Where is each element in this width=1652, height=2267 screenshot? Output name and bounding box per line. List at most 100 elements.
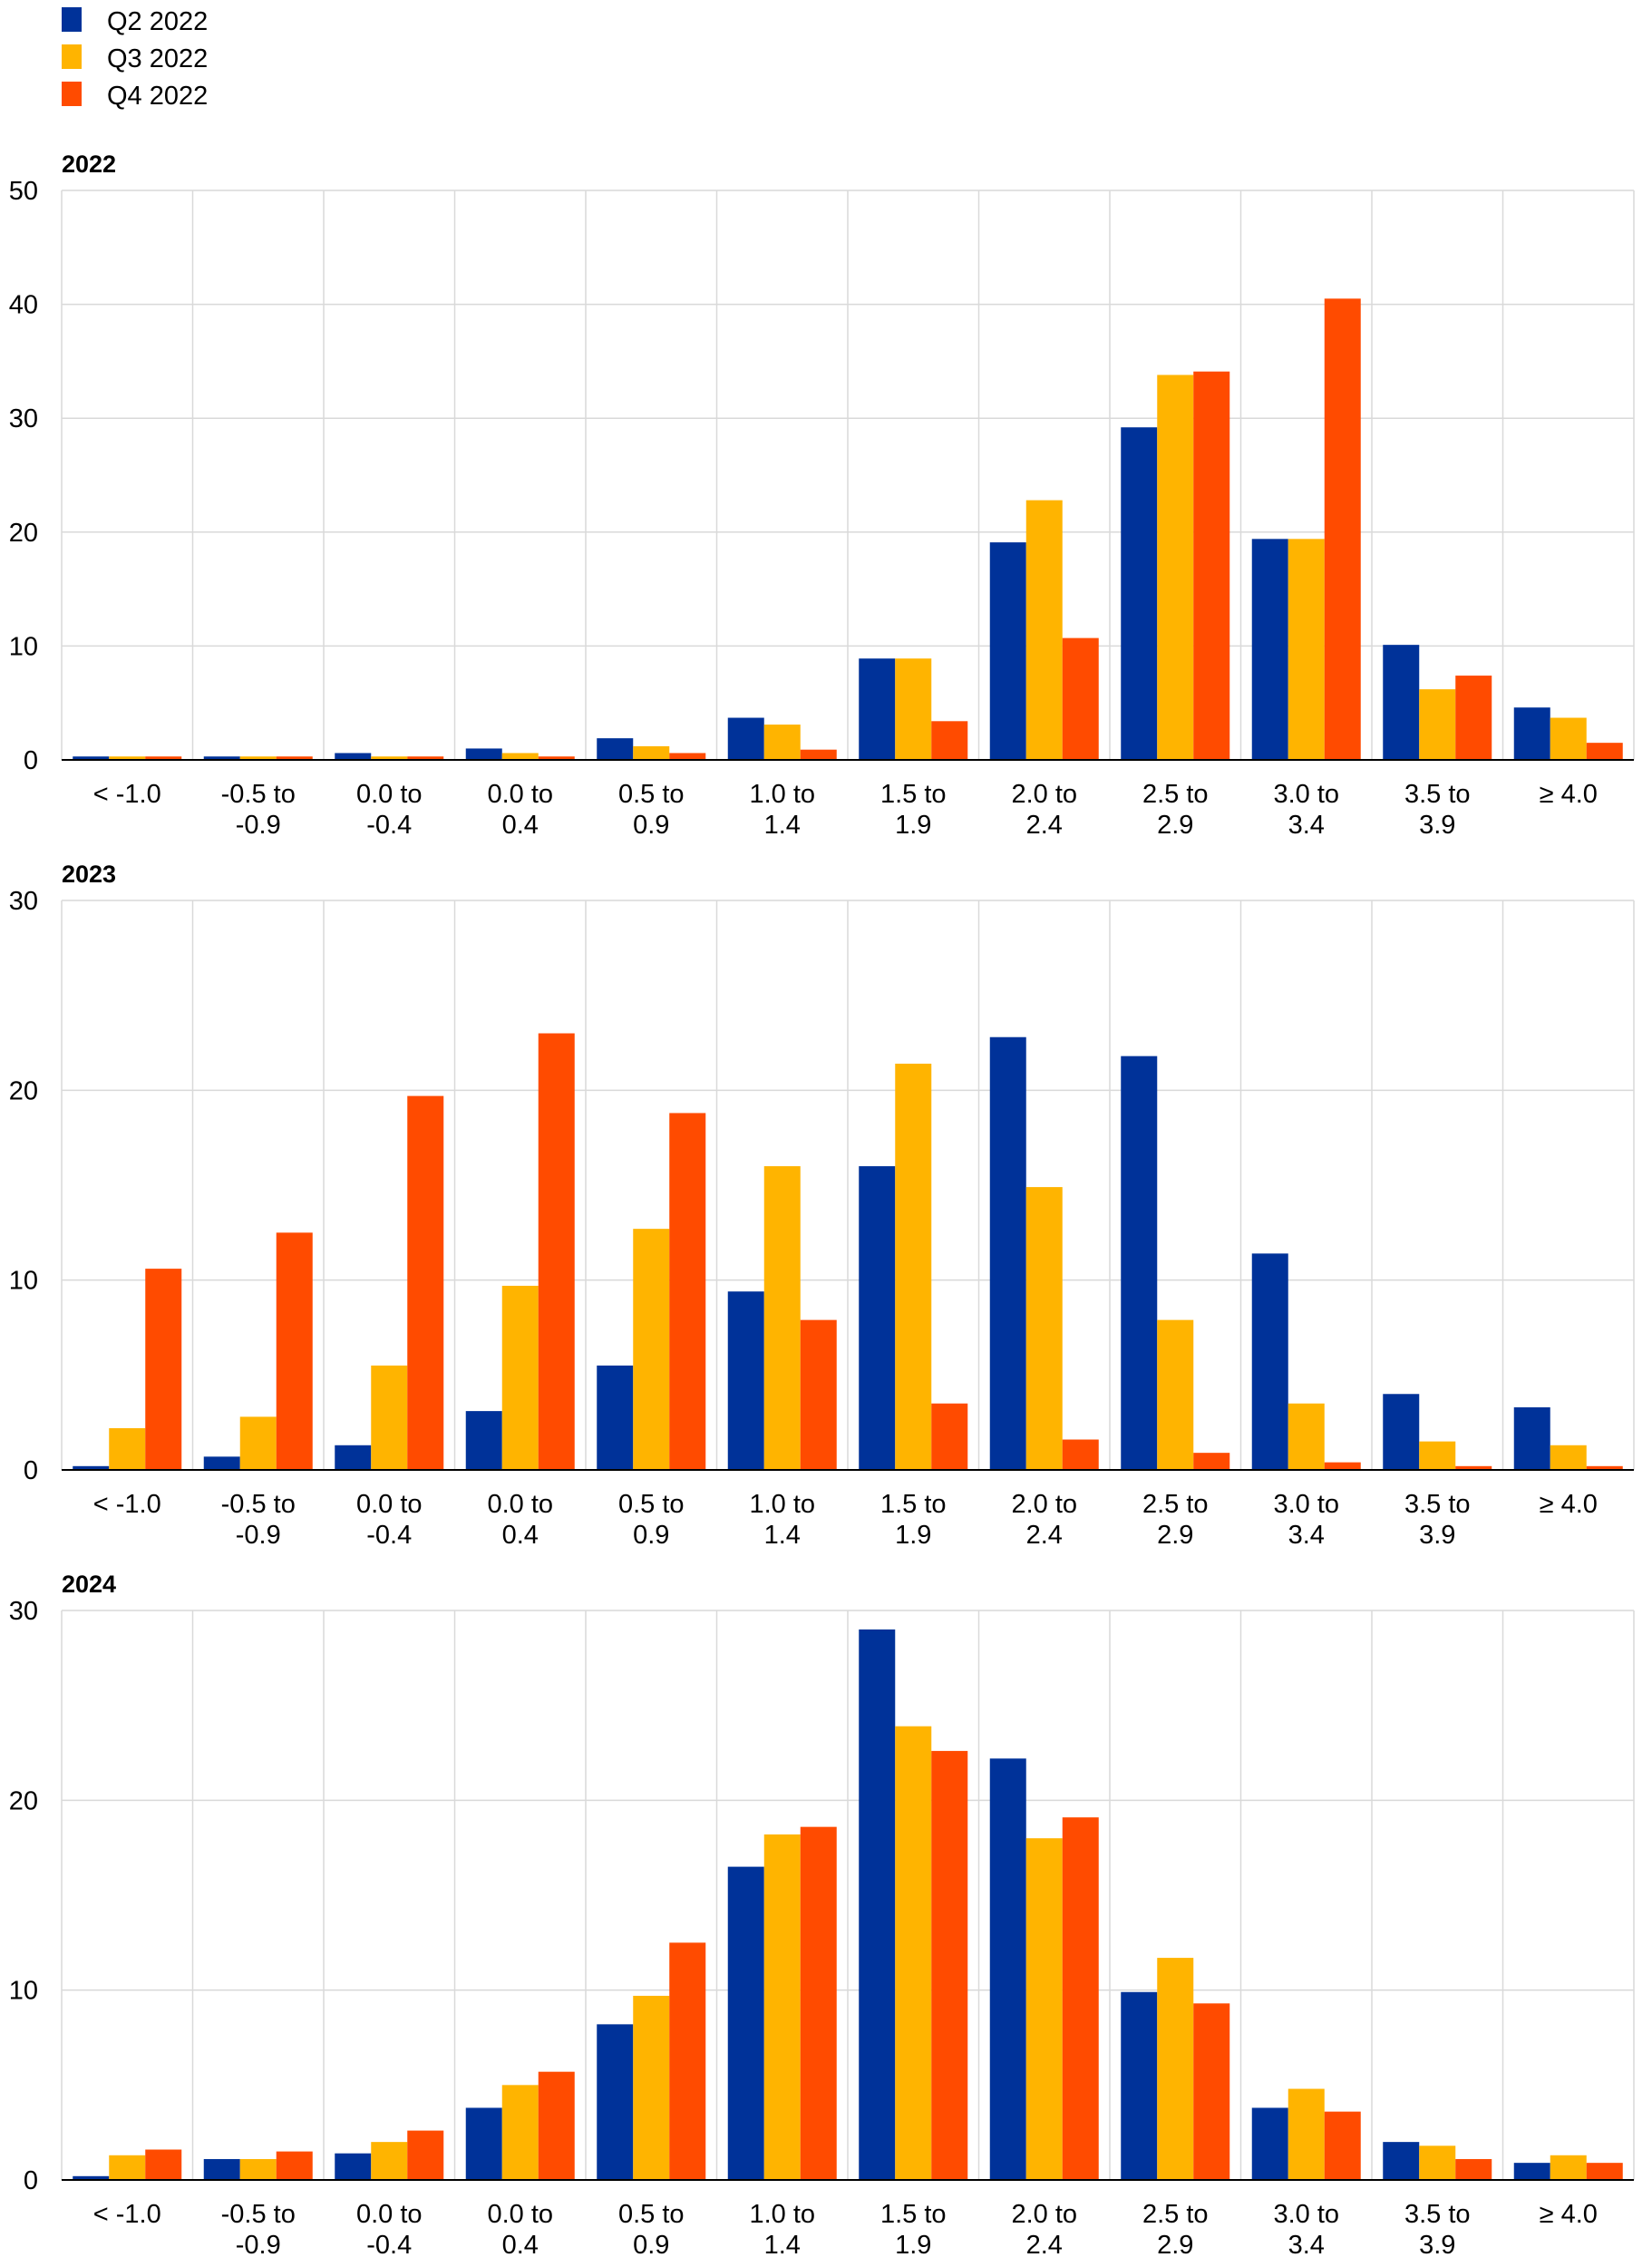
x-tick-label: -0.9 <box>236 1521 281 1550</box>
bar-2024-cat7-s3 <box>931 1750 968 2180</box>
x-tick-label: 0.4 <box>502 2231 539 2260</box>
bar-2022-cat6-s1 <box>727 717 764 760</box>
x-tick-label: -0.5 to <box>221 1490 296 1519</box>
bar-2023-cat4-s1 <box>465 1411 502 1470</box>
bar-2023-cat9-s2 <box>1157 1319 1194 1470</box>
bar-2022-cat10-s1 <box>1251 539 1288 760</box>
x-tick-label: 2.0 to <box>1011 780 1077 809</box>
x-tick-label: 3.0 to <box>1273 780 1339 809</box>
bar-2023-cat12-s2 <box>1550 1445 1587 1470</box>
bar-2024-cat10-s2 <box>1288 2088 1325 2180</box>
legend-swatch-3 <box>62 82 82 106</box>
y-tick-label: 10 <box>9 1977 38 2006</box>
x-tick-label: 0.0 to <box>487 780 553 809</box>
bar-2023-cat4-s3 <box>538 1033 575 1470</box>
x-tick-label: 2.4 <box>1026 2231 1063 2260</box>
bar-2022-cat7-s3 <box>931 721 968 760</box>
x-tick-label: 0.9 <box>633 1521 669 1550</box>
bar-2023-cat8-s1 <box>989 1036 1026 1470</box>
bar-2023-cat8-s3 <box>1062 1439 1099 1470</box>
bar-2022-cat1-s1 <box>73 756 110 760</box>
bar-2022-cat10-s3 <box>1324 298 1361 760</box>
bar-2024-cat11-s3 <box>1455 2158 1492 2180</box>
bar-2024-cat8-s2 <box>1025 1838 1063 2180</box>
x-tick-label: 1.4 <box>764 1521 801 1550</box>
bar-2022-cat9-s1 <box>1121 427 1158 760</box>
x-tick-label: ≥ 4.0 <box>1540 780 1598 809</box>
bar-2022-cat8-s2 <box>1025 500 1063 760</box>
bar-2024-cat3-s3 <box>407 2130 444 2180</box>
bar-2024-cat11-s2 <box>1419 2145 1456 2180</box>
bar-2024-cat2-s1 <box>203 2158 240 2180</box>
x-tick-label: 3.9 <box>1419 2231 1455 2260</box>
bar-2023-cat4-s2 <box>501 1285 539 1470</box>
bar-2023-cat1-s1 <box>73 1465 110 1470</box>
bar-2024-cat3-s1 <box>335 2153 372 2180</box>
x-tick-label: 1.9 <box>895 2231 931 2260</box>
x-tick-label: 0.5 to <box>618 780 685 809</box>
x-tick-label: -0.4 <box>366 2231 412 2260</box>
bar-2023-cat2-s3 <box>276 1232 313 1470</box>
bar-2023-cat8-s2 <box>1025 1187 1063 1470</box>
panel-title: 2024 <box>62 1571 116 1598</box>
y-tick-label: 50 <box>9 177 38 206</box>
y-tick-label: 40 <box>9 291 38 320</box>
y-tick-label: 30 <box>9 1597 38 1626</box>
x-tick-label: 2.5 to <box>1142 2200 1209 2229</box>
bar-2024-cat1-s2 <box>109 2155 146 2180</box>
x-tick-label: 2.5 to <box>1142 780 1209 809</box>
legend-label-3: Q4 2022 <box>107 82 208 111</box>
x-tick-label: 2.0 to <box>1011 1490 1077 1519</box>
bar-2024-cat4-s3 <box>538 2071 575 2180</box>
x-tick-label: < -1.0 <box>93 2200 161 2229</box>
x-tick-label: -0.4 <box>366 811 412 840</box>
legend-swatch-2 <box>62 44 82 69</box>
bar-2024-cat5-s2 <box>633 1995 670 2180</box>
bar-2024-cat5-s3 <box>669 1942 706 2180</box>
bar-2024-cat3-s2 <box>371 2142 408 2180</box>
y-tick-label: 30 <box>9 887 38 916</box>
y-tick-label: 10 <box>9 1267 38 1296</box>
legend: Q2 2022 Q3 2022 Q4 2022 <box>62 7 208 111</box>
x-tick-label: 1.5 to <box>880 2200 947 2229</box>
x-tick-label: 0.0 to <box>487 1490 553 1519</box>
x-tick-label: 3.5 to <box>1404 780 1471 809</box>
bar-2023-cat7-s1 <box>859 1166 896 1470</box>
bar-2022-cat12-s2 <box>1550 717 1587 760</box>
x-tick-label: 2.0 to <box>1011 2200 1077 2229</box>
x-tick-label: 0.5 to <box>618 1490 685 1519</box>
x-tick-label: 1.5 to <box>880 780 947 809</box>
x-tick-label: 3.4 <box>1288 1521 1325 1550</box>
x-tick-label: 3.5 to <box>1404 2200 1471 2229</box>
bar-2022-cat12-s3 <box>1586 743 1623 760</box>
x-tick-label: 1.0 to <box>749 2200 815 2229</box>
bar-2024-cat4-s2 <box>501 2085 539 2180</box>
x-tick-label: 0.9 <box>633 2231 669 2260</box>
x-tick-label: 1.4 <box>764 811 801 840</box>
x-tick-label: 1.4 <box>764 2231 801 2260</box>
bar-2022-cat7-s2 <box>895 658 932 760</box>
x-tick-label: -0.5 to <box>221 2200 296 2229</box>
bar-2024-cat7-s2 <box>895 1726 932 2180</box>
bar-2022-cat11-s3 <box>1455 676 1492 760</box>
bar-2022-cat2-s2 <box>239 756 277 760</box>
bar-2023-cat3-s3 <box>407 1095 444 1470</box>
bar-2024-cat2-s3 <box>276 2151 313 2180</box>
bar-2023-cat2-s1 <box>203 1456 240 1470</box>
bar-2023-cat11-s1 <box>1383 1394 1420 1470</box>
x-tick-label: 3.9 <box>1419 811 1455 840</box>
y-tick-label: 20 <box>9 1786 38 1815</box>
bar-2022-cat10-s2 <box>1288 539 1325 760</box>
bar-2024-cat8-s3 <box>1062 1817 1099 2180</box>
bar-2022-cat12-s1 <box>1513 707 1550 760</box>
bar-2023-cat1-s3 <box>145 1269 182 1470</box>
x-tick-label: -0.4 <box>366 1521 412 1550</box>
x-tick-label: 1.9 <box>895 811 931 840</box>
bar-2022-cat8-s1 <box>989 542 1026 760</box>
y-tick-label: 30 <box>9 404 38 433</box>
x-tick-label: 3.0 to <box>1273 2200 1339 2229</box>
bar-2023-cat10-s1 <box>1251 1253 1288 1470</box>
legend-label-2: Q3 2022 <box>107 44 208 73</box>
